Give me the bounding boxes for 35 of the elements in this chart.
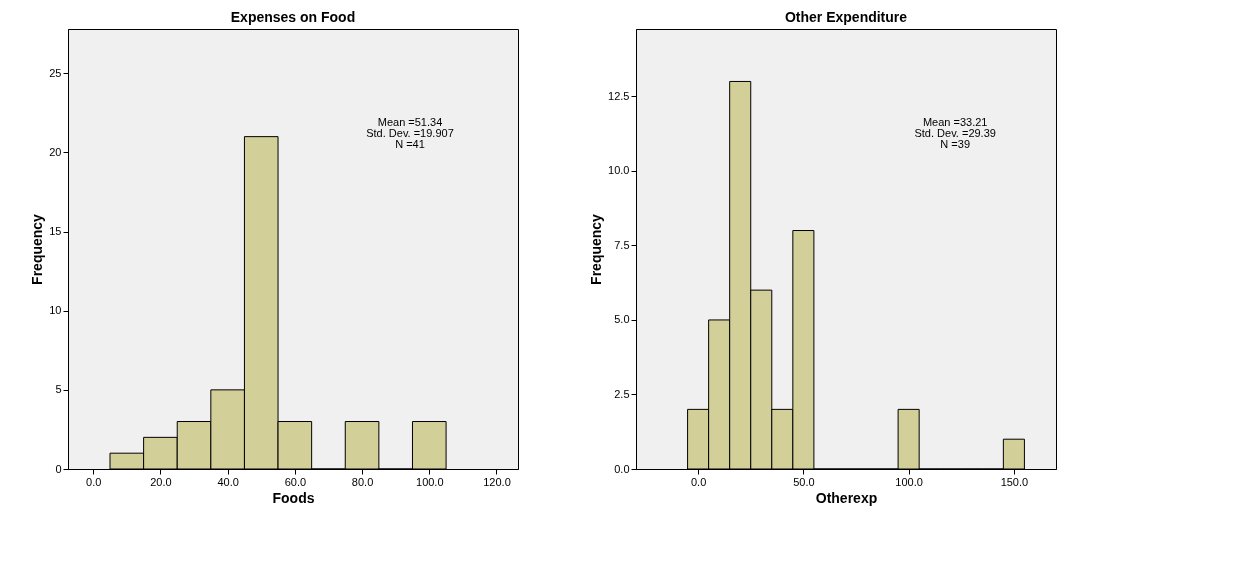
annotation: N =41 [395,138,425,150]
y-axis-title: Frequency [588,213,605,285]
y-tick-label: 20 [49,145,62,158]
annotation: Mean =33.21 [922,116,988,128]
x-tick-label: 120.0 [483,475,511,488]
annotation: Mean =51.34 [377,116,443,128]
y-tick-label: 0.0 [614,462,630,475]
y-tick-label: 0 [55,462,62,475]
y-tick-label: 25 [49,66,62,79]
x-tick-label: 60.0 [284,475,307,488]
x-tick-label: 50.0 [793,475,815,488]
y-tick-label: 5.0 [614,313,630,326]
y-tick-label: 7.5 [614,238,630,251]
chart-title: Expenses on Food [230,9,356,25]
x-tick-label: 80.0 [351,475,374,488]
chart-title: Other Expenditure [784,9,908,25]
y-tick-label: 5 [55,383,62,396]
x-tick-label: 150.0 [1000,475,1029,488]
y-axis-title: Frequency [29,213,46,285]
annotation: Std. Dev. =19.907 [366,127,454,139]
x-tick-label: 0.0 [690,475,707,488]
y-tick-label: 10.0 [608,164,630,177]
y-tick-label: 2.5 [614,387,630,400]
y-tick-label: 12.5 [608,89,630,102]
x-tick-label: 100.0 [416,475,444,488]
y-tick-label: 10 [49,304,62,317]
annotation: Std. Dev. =29.39 [914,127,996,139]
y-tick-label: 15 [49,225,62,238]
x-axis-title: Otherexp [815,489,878,506]
x-tick-label: 100.0 [895,475,923,488]
x-axis-title: Foods [272,489,315,506]
x-tick-label: 40.0 [217,475,239,488]
annotation: N =39 [940,138,971,150]
x-tick-label: 20.0 [150,475,172,488]
x-tick-label: 0.0 [86,475,102,488]
